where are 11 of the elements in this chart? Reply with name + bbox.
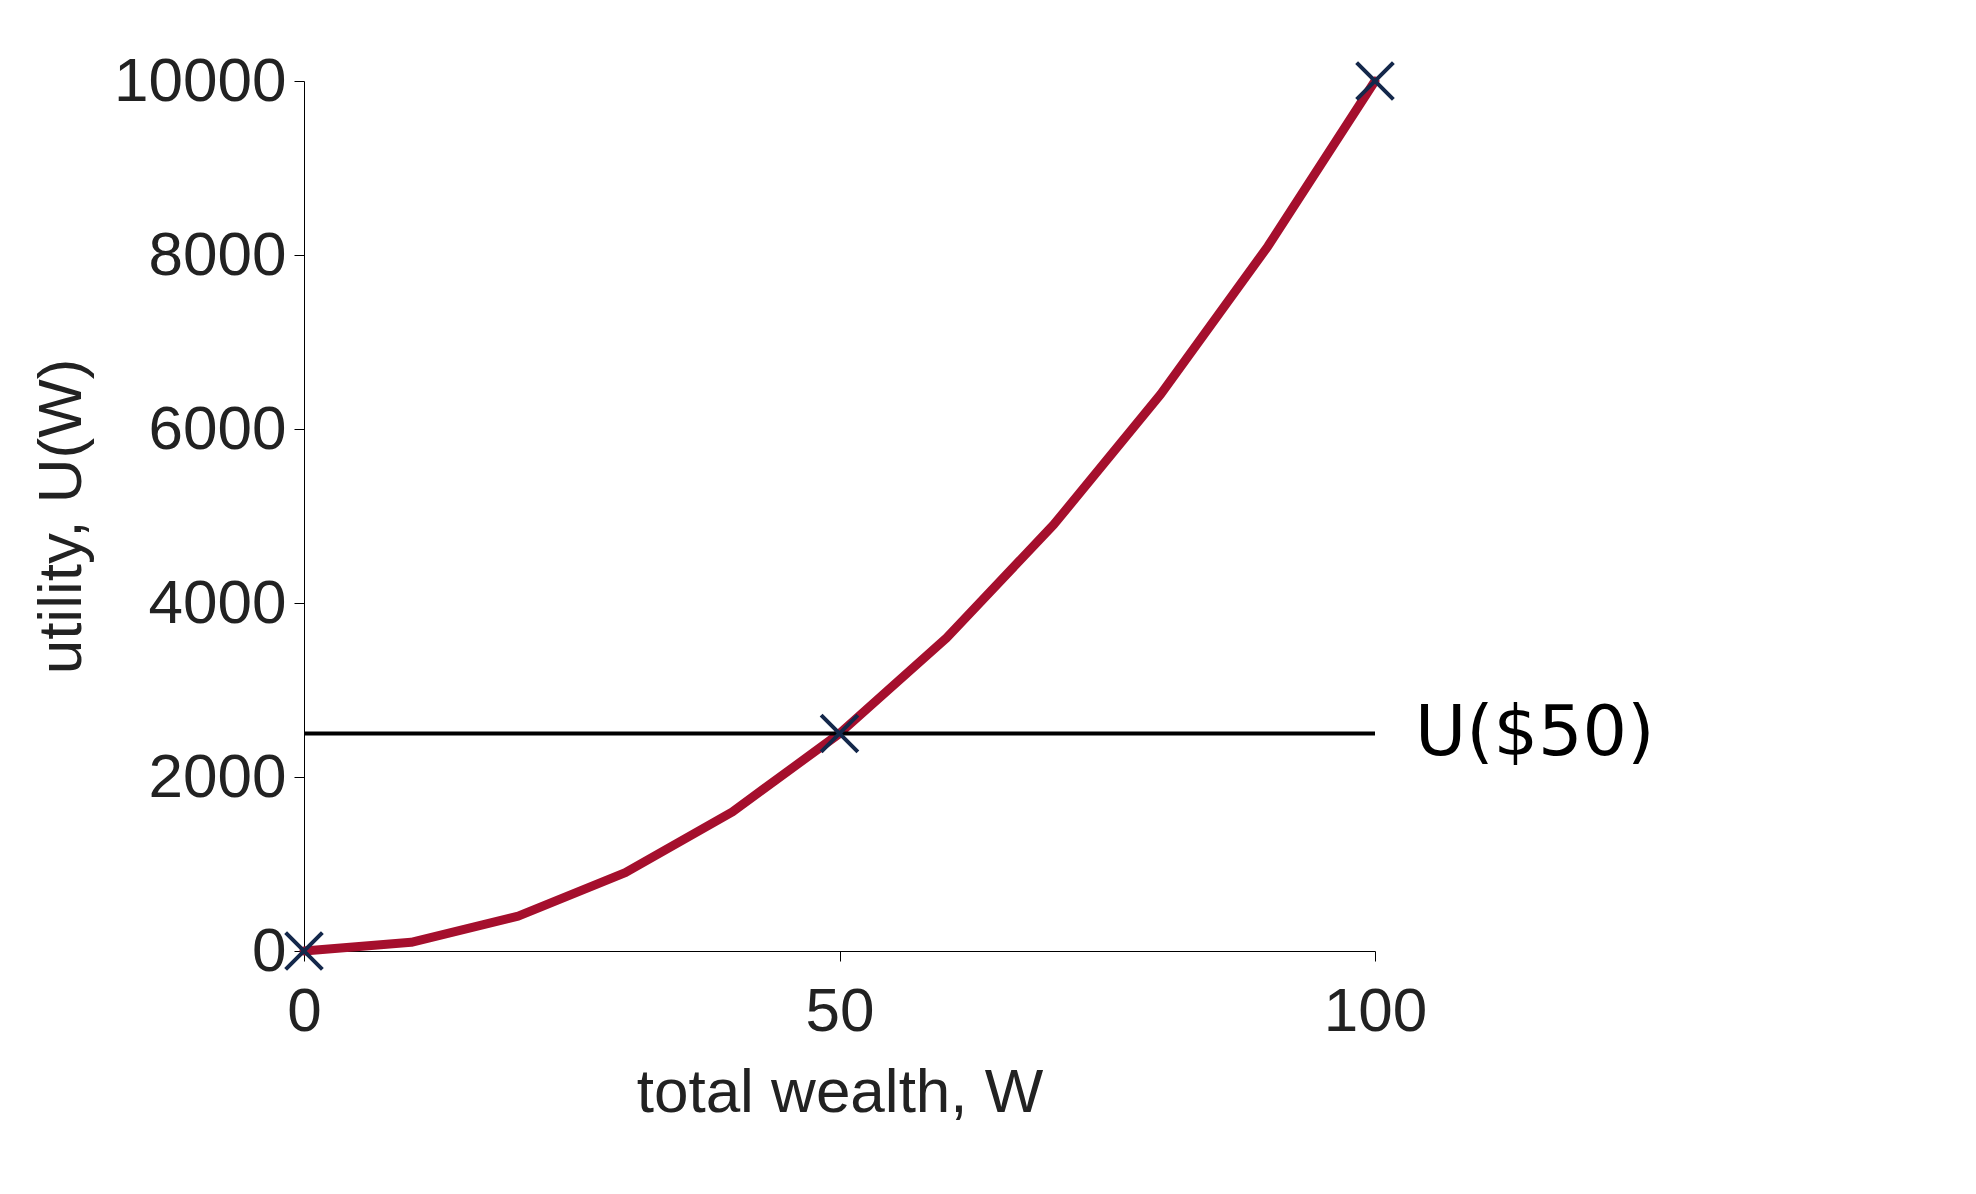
y-axis-title: utility, U(W) (25, 358, 95, 675)
y-tick-label: 10000 (114, 44, 287, 114)
y-tick-label: 6000 (148, 392, 287, 462)
ref-line-label: U($50) (1415, 689, 1655, 772)
x-axis-title: total wealth, W (636, 1055, 1044, 1125)
y-tick-label: 4000 (148, 566, 287, 636)
y-tick-label: 8000 (148, 218, 287, 288)
y-tick-label: 0 (252, 914, 287, 984)
x-tick-label: 50 (805, 974, 875, 1044)
x-tick-label: 100 (1323, 974, 1428, 1044)
y-tick-label: 2000 (148, 740, 287, 810)
